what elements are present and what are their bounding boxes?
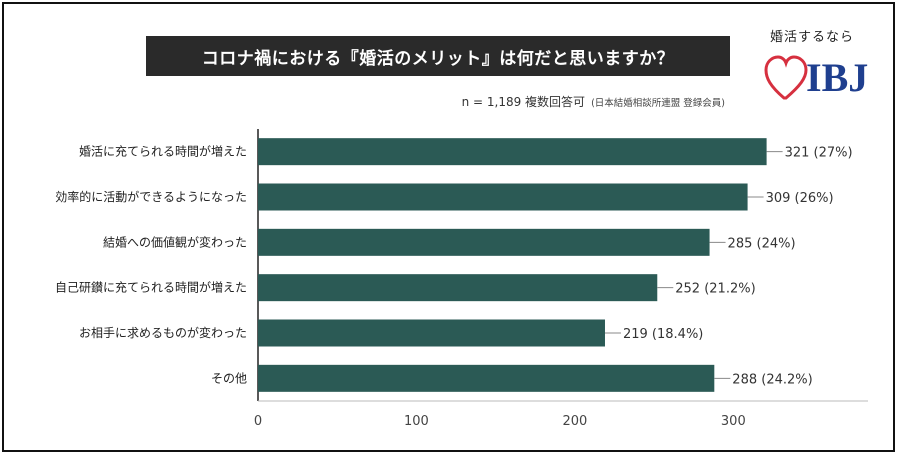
- data-label: 321 (27%): [785, 146, 853, 161]
- x-tick-label: 300: [721, 414, 746, 429]
- sample-size-note: n = 1,189 複数回答可 (日本結婚相談所連盟 登録会員): [462, 93, 725, 110]
- chart-title: コロナ禍における『婚活のメリット』は何だと思いますか？: [146, 36, 730, 76]
- subtitle-main: n = 1,189 複数回答可: [461, 95, 586, 109]
- x-tick-label: 200: [562, 414, 587, 429]
- category-label: お相手に求めるものが変わった: [79, 325, 247, 340]
- bar: [258, 228, 710, 256]
- category-label: 効率的に活動ができるようになった: [55, 189, 247, 204]
- data-label: 219 (18.4%): [623, 327, 703, 342]
- bar: [258, 364, 715, 392]
- subtitle-note: (日本結婚相談所連盟 登録会員): [591, 98, 725, 109]
- category-label: 婚活に充てられる時間が増えた: [79, 144, 247, 159]
- bar: [258, 138, 767, 166]
- bar: [258, 183, 748, 211]
- chart-frame: コロナ禍における『婚活のメリット』は何だと思いますか？ 婚活するなら IBJ n…: [2, 2, 895, 452]
- x-tick-label: 100: [404, 414, 429, 429]
- brand-tagline: 婚活するなら: [770, 30, 855, 45]
- data-label: 285 (24%): [728, 236, 796, 251]
- category-label: その他: [211, 371, 247, 385]
- category-label: 結婚への価値観が変わった: [103, 234, 247, 249]
- data-label: 252 (21.2%): [675, 282, 755, 297]
- bar: [258, 274, 658, 302]
- category-label: 自己研鑚に充てられる時間が増えた: [55, 280, 247, 295]
- ibj-logo: IBJ: [764, 55, 868, 100]
- heart-icon: [764, 55, 808, 100]
- data-label: 309 (26%): [766, 191, 834, 206]
- bar-chart: 321 (27%) 婚活に充てられる時間が増えた 309 (26%) 効率的に活動がで…: [55, 129, 868, 429]
- x-tick-label: 0: [254, 414, 262, 429]
- bar: [258, 319, 605, 347]
- data-label: 288 (24.2%): [732, 372, 812, 387]
- logo-text: IBJ: [806, 55, 868, 100]
